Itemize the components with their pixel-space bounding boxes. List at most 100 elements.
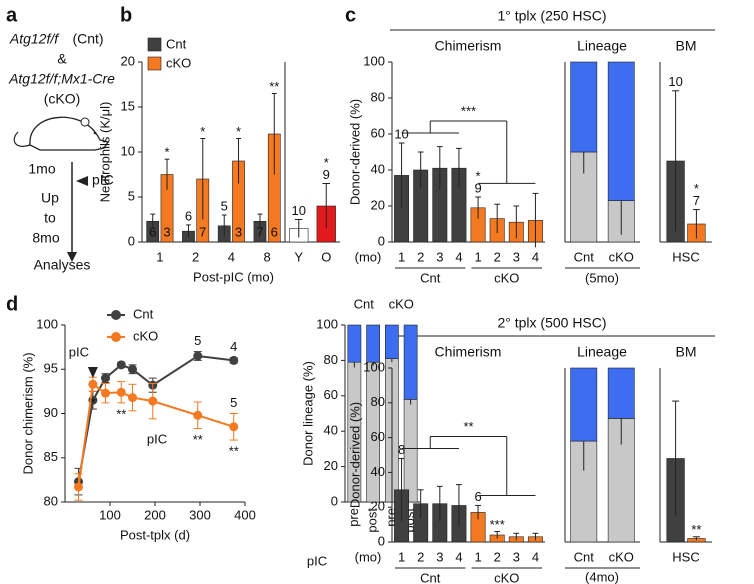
x-tick-label: 2 (192, 249, 199, 264)
significance: * (694, 181, 699, 196)
x-tick-label: 4 (455, 549, 462, 564)
group-label: cKO (389, 296, 414, 311)
significance: * (476, 168, 481, 183)
x-tick-label: 4 (455, 249, 462, 264)
significance: ** (116, 406, 126, 421)
y-tick-label: 100 (363, 53, 385, 68)
count-label: 7 (256, 224, 263, 239)
x-tick-label: 200 (144, 507, 166, 522)
y-tick-label: 80 (44, 493, 58, 508)
endpoint: Analyses (34, 257, 91, 273)
count-label: 3 (235, 224, 242, 239)
x-axis-title: Post-tplx (d) (120, 527, 190, 542)
point (229, 355, 239, 365)
group-label: cKO (494, 570, 519, 584)
genotype: Atg12f/f;Mx1-Cre (8, 71, 115, 87)
y-tick-label: 15 (121, 98, 135, 113)
section-title: BM (676, 344, 697, 360)
panel-label: d (6, 293, 18, 315)
count-label: 5 (230, 395, 237, 410)
y-axis-title: Donor-derived (%) (347, 402, 362, 508)
x-tick-label: 1 (156, 249, 163, 264)
y-tick-label: 90 (44, 405, 58, 420)
bar (403, 399, 418, 503)
legend-label: cKO (133, 328, 158, 343)
significance: ** (269, 79, 279, 94)
y-tick-label: 0 (378, 533, 385, 548)
group-name: (Cnt) (72, 31, 103, 47)
count-label: 4 (230, 339, 237, 354)
x-tick-label: pre (346, 508, 361, 527)
header-title: 1° tplx (250 HSC) (497, 8, 606, 24)
section-title: Chimerism (435, 344, 502, 360)
significance: ** (193, 432, 203, 447)
x-unit: (mo) (355, 549, 382, 564)
duration: 8mo (32, 230, 59, 246)
x-tick-label: 4 (228, 249, 235, 264)
x-tick-label: Cnt (574, 249, 595, 264)
point (193, 410, 203, 420)
significance: *** (490, 517, 505, 532)
point (148, 396, 158, 406)
annotation-arrow (87, 367, 98, 378)
y-axis-title: Donor chimerism (%) (20, 352, 35, 474)
duration: Up (41, 190, 59, 206)
y-tick-label: 20 (121, 53, 135, 68)
y-tick-label: 60 (371, 429, 385, 444)
legend-label: cKO (166, 55, 191, 70)
arrowhead (67, 252, 77, 262)
y-tick-label: 80 (371, 89, 385, 104)
x-tick-label: 8 (264, 249, 271, 264)
annotation: pIC (69, 344, 89, 359)
significance: ** (229, 443, 239, 458)
y-tick-label: 20 (371, 197, 385, 212)
x-tick-label: 1 (474, 249, 481, 264)
x-tick-label: 2 (417, 549, 424, 564)
count-label: 6 (474, 489, 481, 504)
x-tick-label: 4 (532, 249, 539, 264)
x-tick-label: 2 (494, 549, 501, 564)
y-tick-label: 40 (324, 423, 338, 438)
x-tick-label: 1 (398, 549, 405, 564)
y-tick-label: 0 (128, 233, 135, 248)
x-tick-label: post (365, 508, 380, 533)
point (101, 388, 110, 398)
legend-label: Cnt (166, 36, 187, 51)
y-tick-label: 100 (316, 316, 338, 331)
legend-marker (111, 332, 121, 342)
significance: * (164, 145, 169, 160)
bar (607, 367, 635, 419)
bar (570, 61, 598, 153)
y-tick-label: 80 (371, 394, 385, 409)
annotation: pIC (147, 431, 167, 446)
time-label: (5mo) (585, 270, 619, 285)
x-tick-label: HSC (672, 549, 699, 564)
legend-swatch (147, 56, 162, 71)
bar (570, 367, 598, 442)
group-label: Cnt (420, 270, 441, 285)
significance: *** (461, 103, 476, 118)
genotype: Atg12f/f (9, 31, 60, 47)
y-tick-label: 100 (36, 316, 58, 331)
section-title: BM (676, 38, 697, 54)
count-label: 9 (474, 180, 481, 195)
row-label: pIC (307, 553, 327, 568)
x-tick-label: cKO (609, 549, 634, 564)
legend-marker (111, 310, 121, 320)
y-tick-label: 60 (371, 125, 385, 140)
count-label: 6 (185, 208, 192, 223)
y-tick-label: 100 (363, 359, 385, 374)
point (193, 351, 203, 361)
count-label: 3 (163, 224, 170, 239)
point (128, 393, 137, 403)
y-tick-label: 40 (371, 464, 385, 479)
panel-label: b (120, 4, 132, 26)
bar (347, 324, 362, 363)
group-label: Cnt (420, 570, 441, 584)
point (101, 373, 110, 383)
section-title: Chimerism (435, 38, 502, 54)
panel-label: c (345, 4, 356, 26)
count-label: 6 (149, 224, 156, 239)
panel-label: a (6, 4, 18, 26)
